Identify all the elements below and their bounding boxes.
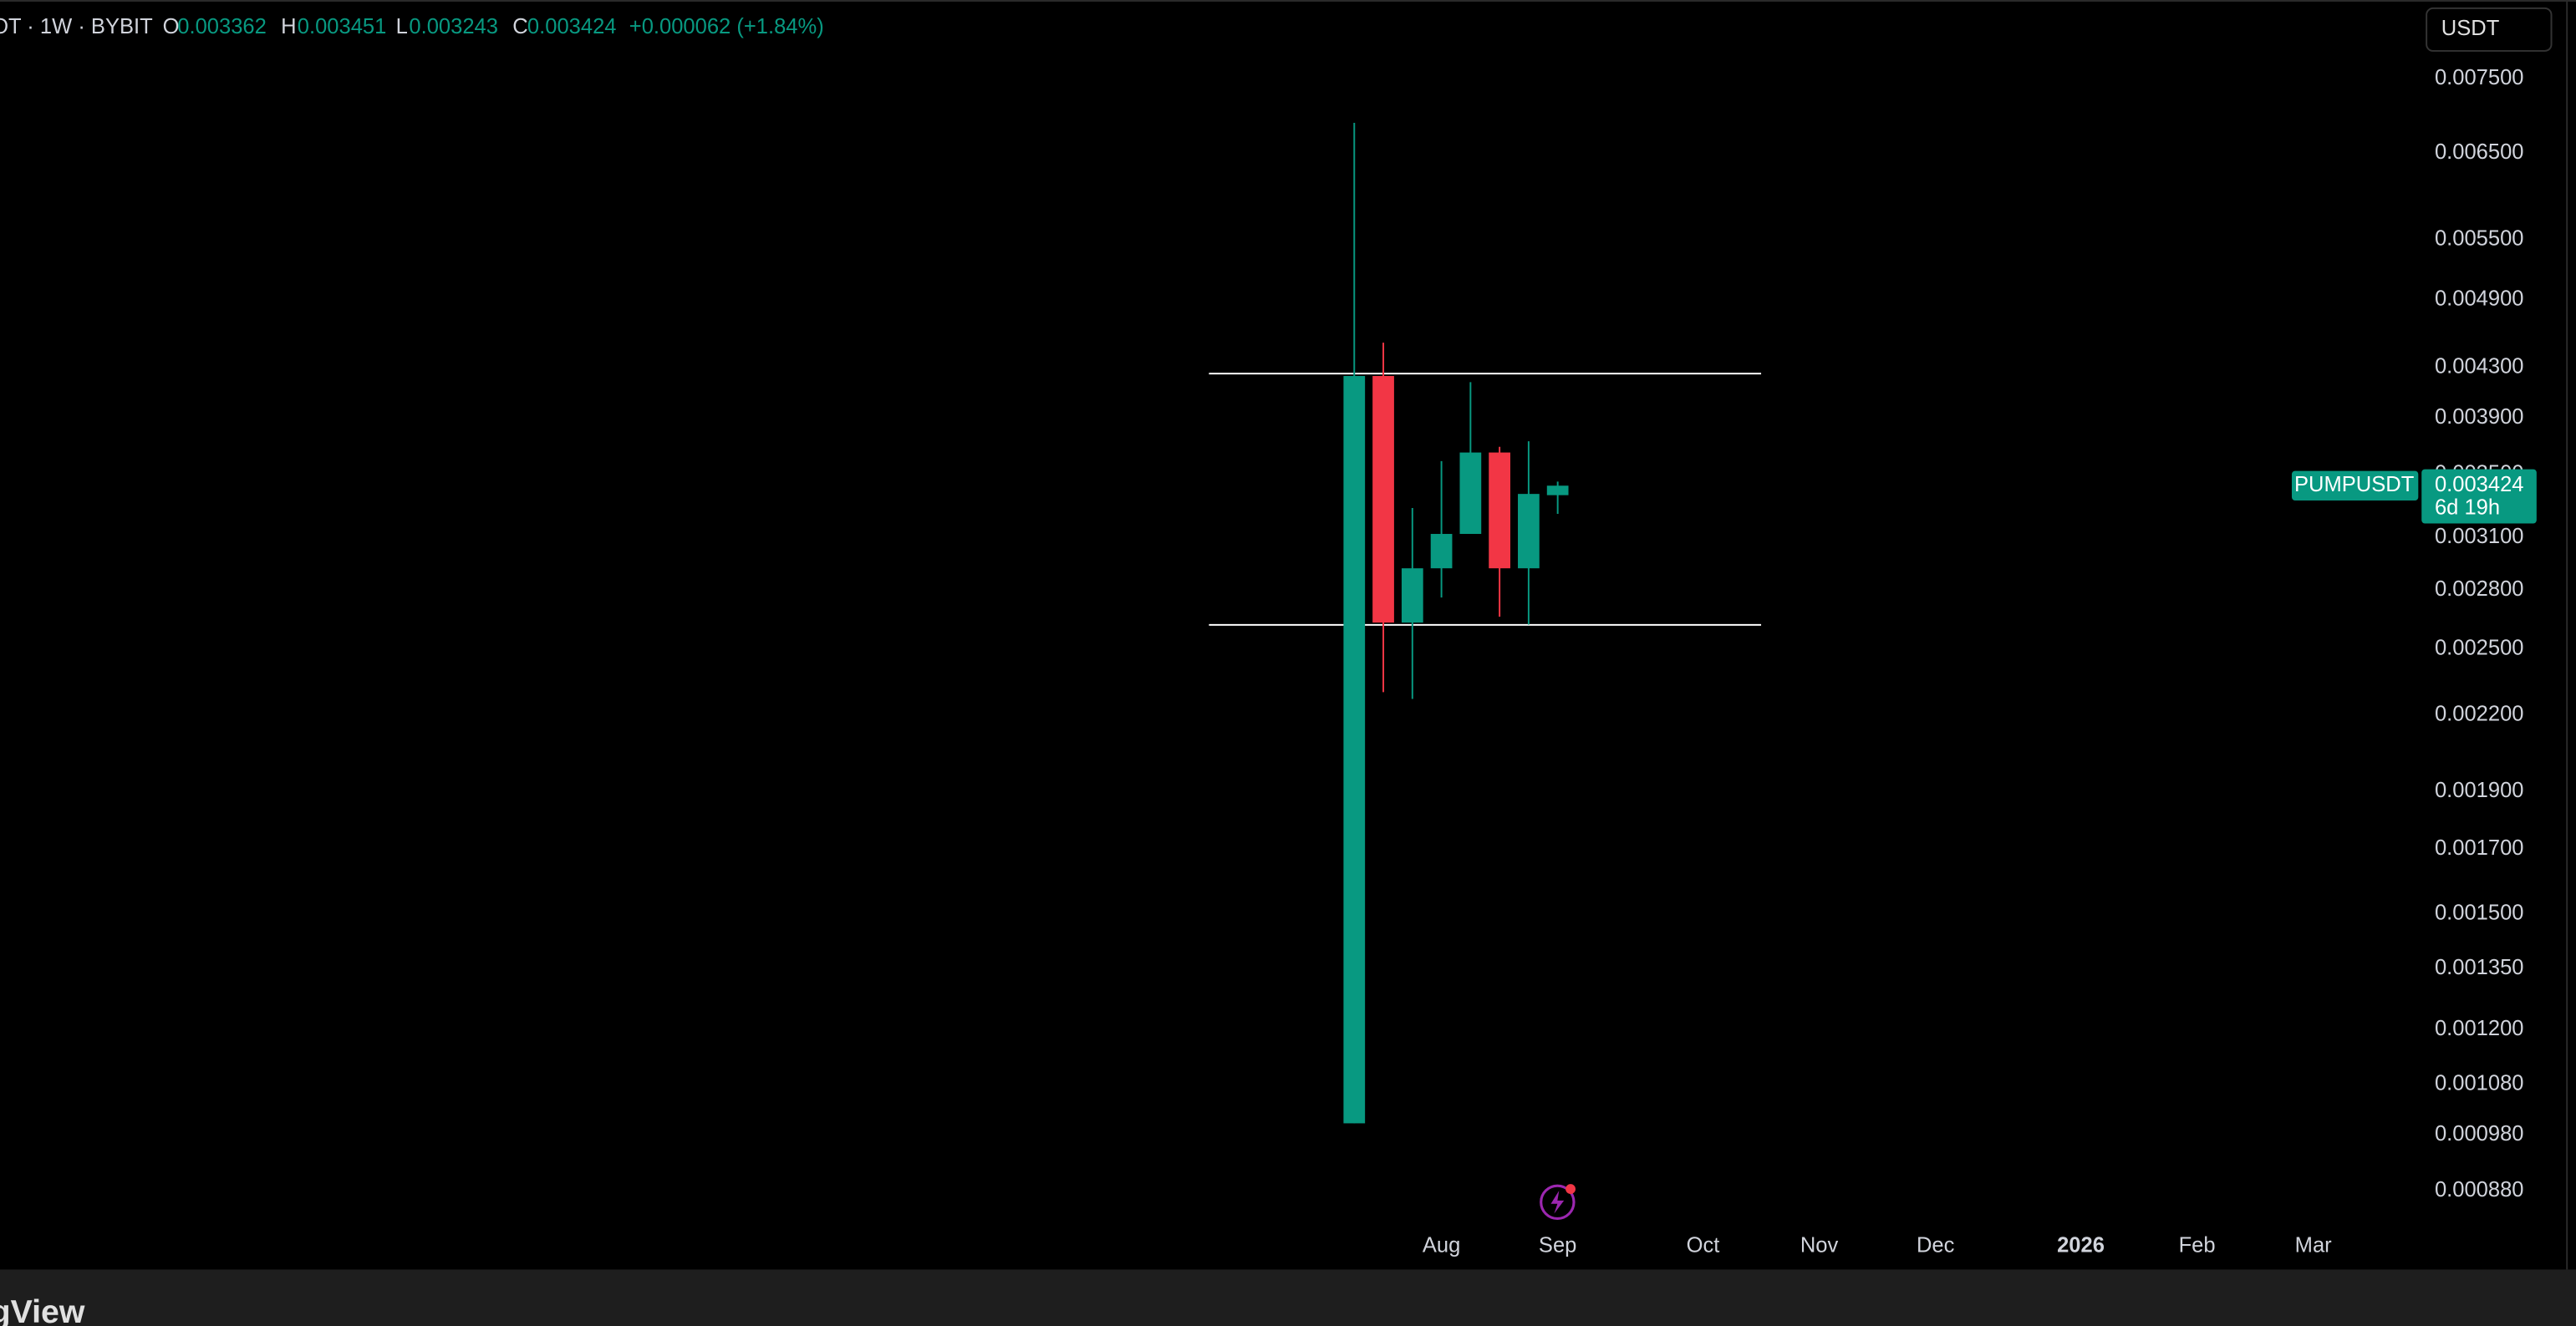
candle (1489, 446, 1510, 617)
ohlc-value: 0.003362 (177, 15, 267, 38)
y-tick-label: 0.001500 (2435, 902, 2524, 925)
y-tick-label: 0.003900 (2435, 405, 2524, 429)
x-tick-label: Aug (1423, 1234, 1460, 1257)
price-label-bg (2421, 469, 2537, 524)
y-tick-label: 0.001080 (2435, 1072, 2524, 1095)
series-tag: PUMPUSDT (2294, 473, 2415, 496)
candle-body (1459, 452, 1482, 535)
y-tick-label: 0.005500 (2435, 227, 2524, 251)
symbol-line: OT · 1W · BYBIT (0, 15, 153, 38)
change: +0.000062 (+1.84%) (629, 15, 824, 38)
candle-body (1401, 568, 1423, 623)
series-tag-bg (2291, 470, 2419, 500)
y-tick-label: 0.007500 (2435, 66, 2524, 89)
ohlc-label: H (281, 15, 296, 38)
x-tick-label: Feb (2179, 1234, 2216, 1257)
y-tick-label: 0.001900 (2435, 779, 2524, 802)
y-tick-label: 0.002500 (2435, 636, 2524, 659)
currency-button[interactable] (2426, 7, 2553, 52)
x-tick-label: 2026 (2057, 1234, 2105, 1257)
y-tick-label: 0.000980 (2435, 1122, 2524, 1146)
candle-body (1372, 375, 1394, 623)
candle (1343, 123, 1366, 1124)
x-tick-label: Mar (2295, 1234, 2332, 1257)
price-label: 0.003424 (2435, 473, 2524, 496)
countdown: 6d 19h (2435, 496, 2500, 520)
ohlc-label: O (163, 15, 180, 38)
y-tick-label: 0.001200 (2435, 1017, 2524, 1040)
candle (1401, 507, 1423, 699)
candle (1546, 481, 1569, 515)
candle (1430, 460, 1453, 598)
ohlc-value: 0.003451 (298, 15, 387, 38)
x-tick-label: Dec (1917, 1234, 1955, 1257)
footer-bar (0, 1269, 2576, 1326)
y-tick-label: 0.001700 (2435, 836, 2524, 860)
y-tick-label: 0.004300 (2435, 355, 2524, 378)
candle (1518, 441, 1540, 625)
ohlc-label: L (396, 15, 408, 38)
candle (1459, 382, 1482, 535)
ohlc-value: 0.003243 (409, 15, 498, 38)
x-tick-label: Sep (1539, 1234, 1576, 1257)
candle-body (1518, 494, 1540, 569)
x-tick-label: Oct (1687, 1234, 1720, 1257)
y-tick-label: 0.003100 (2435, 525, 2524, 548)
candle-body (1430, 534, 1453, 569)
y-tick-label: 0.001350 (2435, 956, 2524, 979)
y-tick-label: 0.004900 (2435, 287, 2524, 310)
footer-logo: ngView (0, 1293, 85, 1326)
y-tick-label: 0.000880 (2435, 1178, 2524, 1202)
ohlc-label: C (512, 15, 527, 38)
ohlc-value: 0.003424 (527, 15, 617, 38)
candle (1372, 343, 1394, 693)
y-tick-label: 0.002800 (2435, 577, 2524, 601)
alert-icon[interactable] (1540, 1184, 1576, 1221)
y-tick-label: 0.002200 (2435, 703, 2524, 726)
currency-label[interactable]: USDT (2441, 17, 2500, 40)
candle-body (1489, 452, 1510, 569)
candle-body (1343, 375, 1366, 1124)
x-tick-label: Nov (1800, 1234, 1839, 1257)
candle-body (1546, 485, 1569, 495)
y-tick-label: 0.006500 (2435, 140, 2524, 164)
